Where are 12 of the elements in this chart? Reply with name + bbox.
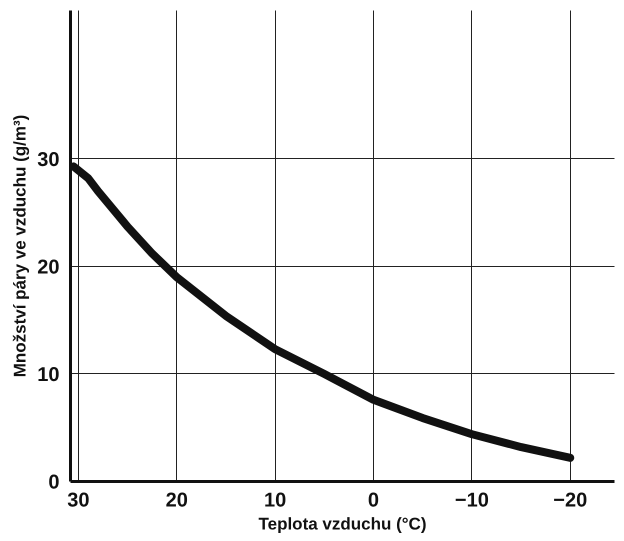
y-axis-title: Množství páry ve vzduchu (g/m³) — [10, 114, 30, 378]
x-tick-label: −10 — [454, 490, 489, 512]
x-tick-label: −20 — [553, 490, 588, 512]
x-tick-label: 0 — [368, 490, 380, 512]
x-tick-label: 10 — [264, 490, 286, 512]
x-axis-title: Teplota vzduchu (°C) — [258, 514, 426, 534]
y-tick-label: 10 — [37, 364, 60, 386]
y-tick-label: 30 — [37, 148, 60, 171]
y-tick-label: 0 — [48, 472, 60, 494]
y-tick-label: 20 — [37, 256, 60, 278]
x-tick-label: 20 — [166, 490, 188, 512]
x-tick-label: 30 — [67, 490, 90, 512]
